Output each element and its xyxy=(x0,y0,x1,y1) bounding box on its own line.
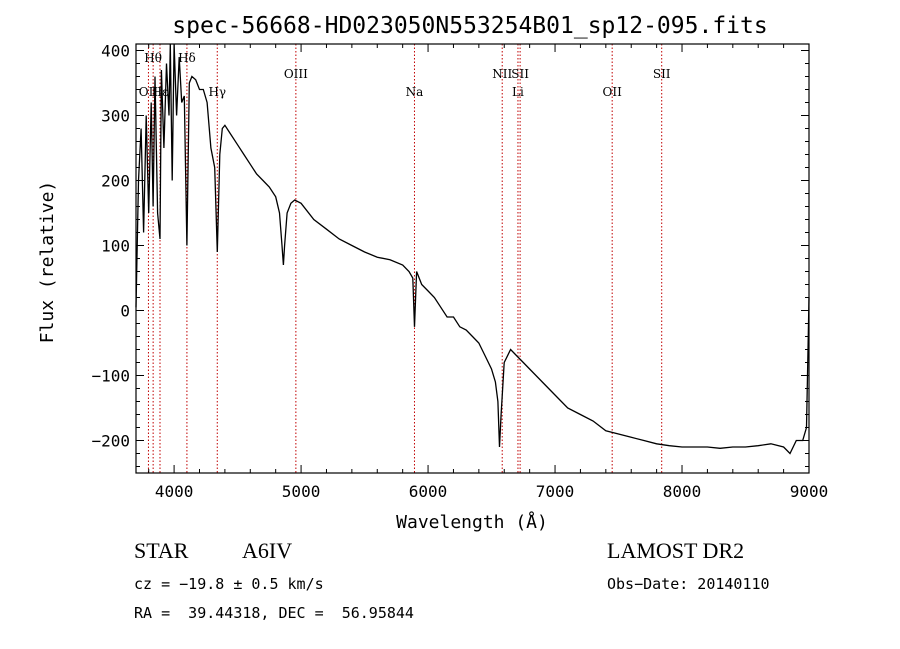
plot-frame xyxy=(135,43,810,474)
line-marker-label: SII xyxy=(653,67,671,81)
line-marker-label: Na xyxy=(406,85,424,99)
x-axis: 4000 5000 6000 7000 8000 9000 xyxy=(148,44,829,501)
y-tick-label: −100 xyxy=(91,367,130,386)
spectrum-chart: spec-56668-HD023050N553254B01_sp12-095.f… xyxy=(37,13,829,533)
y-tick-label: 100 xyxy=(101,237,130,256)
line-marker-label: Hθ xyxy=(144,51,162,65)
x-tick-label: 6000 xyxy=(409,482,448,501)
line-marker-label: Li xyxy=(512,85,524,99)
ra-dec: RA = 39.44318, DEC = 56.95844 xyxy=(134,604,414,622)
chart-title: spec-56668-HD023050N553254B01_sp12-095.f… xyxy=(172,13,767,39)
line-marker-label: OIII xyxy=(284,67,308,81)
x-tick-label: 7000 xyxy=(536,482,575,501)
x-tick-label: 5000 xyxy=(282,482,321,501)
line-marker-label: Hδ xyxy=(178,51,196,65)
y-axis-label: Flux (relative) xyxy=(37,181,58,344)
redshift-cz: cz = −19.8 ± 0.5 km/s xyxy=(134,575,324,593)
y-tick-label: 300 xyxy=(101,107,130,126)
line-marker-label: SII xyxy=(511,67,529,81)
x-tick-label: 8000 xyxy=(663,482,702,501)
y-tick-label: −200 xyxy=(91,432,130,451)
survey-name: LAMOST DR2 xyxy=(607,538,745,563)
line-marker-label: Hγ xyxy=(208,85,226,99)
obs-date: Obs−Date: 20140110 xyxy=(607,575,770,593)
line-markers xyxy=(147,44,663,473)
x-axis-label: Wavelength (Å) xyxy=(396,511,548,533)
x-tick-label: 4000 xyxy=(155,482,194,501)
y-axis: −200 −100 0 100 200 300 400 xyxy=(91,42,809,467)
x-tick-label: 9000 xyxy=(790,482,829,501)
line-marker-label: NII xyxy=(492,67,512,81)
y-tick-label: 200 xyxy=(101,172,130,191)
spectral-class: A6IV xyxy=(242,538,293,563)
line-marker-label: OII xyxy=(139,85,159,99)
object-type: STAR xyxy=(134,538,189,563)
y-tick-label: 0 xyxy=(120,302,130,321)
spectrum-series-line xyxy=(135,43,810,455)
y-tick-label: 400 xyxy=(101,42,130,61)
line-marker-label: OII xyxy=(603,85,623,99)
